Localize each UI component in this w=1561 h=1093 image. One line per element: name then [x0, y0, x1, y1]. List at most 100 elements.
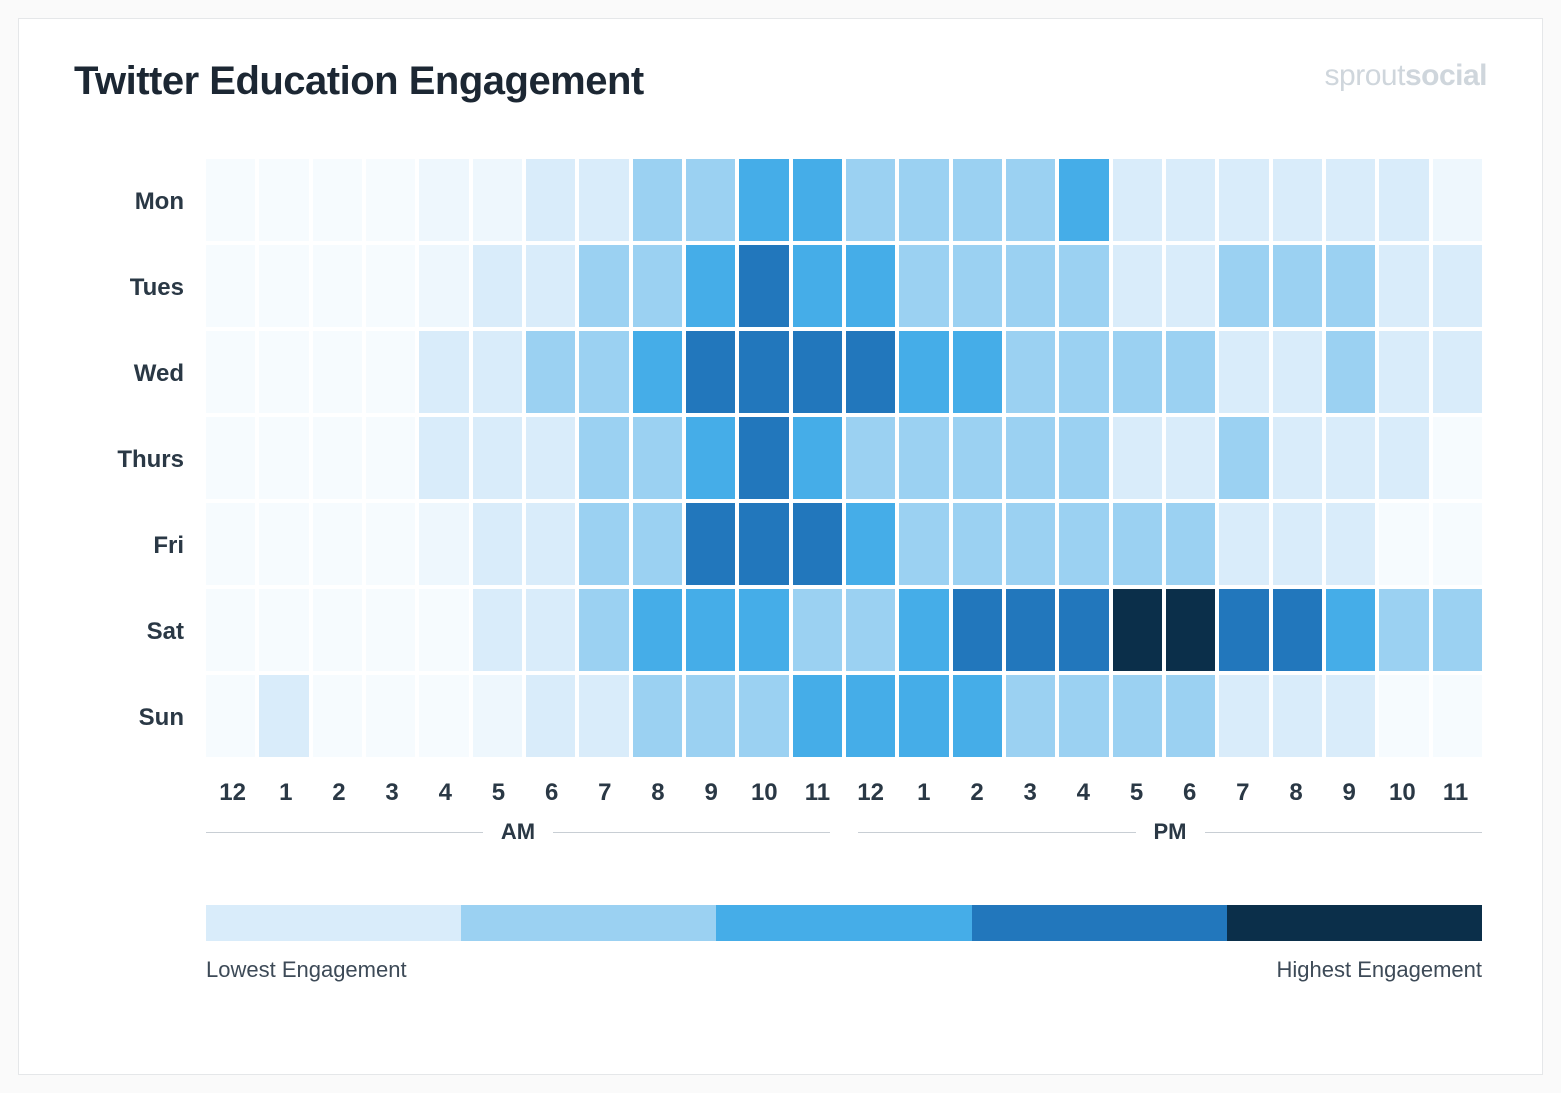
heatmap-cell: [259, 503, 308, 585]
heatmap-row: [206, 589, 1482, 671]
heatmap-cell: [846, 159, 895, 241]
heatmap-cell: [526, 331, 575, 413]
header: Twitter Education Engagement sproutsocia…: [74, 59, 1487, 104]
heatmap-cell: [1166, 589, 1215, 671]
heatmap-cell: [739, 331, 788, 413]
x-axis-label: 11: [1429, 779, 1482, 807]
x-axis-label: 6: [1163, 779, 1216, 807]
heatmap-cell: [1433, 245, 1482, 327]
heatmap-cell: [419, 417, 468, 499]
heatmap-cell: [526, 675, 575, 757]
heatmap-cell: [1059, 503, 1108, 585]
heatmap-cell: [1166, 331, 1215, 413]
brand-logo: sproutsocial: [1325, 59, 1487, 93]
heatmap-cell: [633, 417, 682, 499]
heatmap-cell: [686, 589, 735, 671]
x-axis-label: 10: [738, 779, 791, 807]
heatmap-row: [206, 503, 1482, 585]
heatmap-cell: [419, 503, 468, 585]
heatmap-row: [206, 159, 1482, 241]
heatmap-cell: [739, 245, 788, 327]
x-axis-label: 10: [1376, 779, 1429, 807]
heatmap-cell: [1326, 675, 1375, 757]
heatmap-cell: [953, 675, 1002, 757]
heatmap-cell: [633, 245, 682, 327]
brand-prefix: sprout: [1325, 59, 1405, 92]
heatmap-grid: [206, 159, 1482, 761]
heatmap-cell: [1433, 589, 1482, 671]
heatmap-cell: [473, 417, 522, 499]
heatmap-cell: [953, 417, 1002, 499]
y-axis-label: Sat: [94, 589, 192, 675]
legend-segment: [972, 905, 1227, 941]
heatmap-cell: [366, 589, 415, 671]
legend-color-bar: [206, 905, 1482, 941]
x-axis-label: 7: [1216, 779, 1269, 807]
heatmap-cell: [526, 159, 575, 241]
heatmap-cell: [1273, 331, 1322, 413]
x-axis-label: 3: [366, 779, 419, 807]
heatmap-cell: [1006, 675, 1055, 757]
heatmap-cell: [793, 417, 842, 499]
heatmap-cell: [206, 417, 255, 499]
heatmap-row: [206, 417, 1482, 499]
heatmap-row: [206, 245, 1482, 327]
heatmap-cell: [1166, 675, 1215, 757]
heatmap-cell: [473, 503, 522, 585]
heatmap-cell: [526, 417, 575, 499]
y-axis-label: Thurs: [94, 417, 192, 503]
heatmap-cell: [1059, 417, 1108, 499]
heatmap-cell: [579, 589, 628, 671]
period-line: [206, 832, 483, 833]
x-axis-label: 2: [950, 779, 1003, 807]
heatmap-cell: [633, 159, 682, 241]
heatmap-cell: [633, 503, 682, 585]
heatmap-cell: [899, 417, 948, 499]
heatmap-cell: [206, 589, 255, 671]
heatmap-row: [206, 675, 1482, 757]
heatmap-cell: [259, 331, 308, 413]
heatmap-cell: [686, 503, 735, 585]
heatmap-cell: [579, 245, 628, 327]
y-axis-label: Wed: [94, 331, 192, 417]
legend: Lowest Engagement Highest Engagement: [206, 905, 1482, 983]
heatmap-cell: [846, 417, 895, 499]
heatmap-cell: [1113, 675, 1162, 757]
x-axis-label: 9: [685, 779, 738, 807]
heatmap-cell: [313, 159, 362, 241]
heatmap-cell: [259, 589, 308, 671]
heatmap-cell: [1219, 675, 1268, 757]
y-axis-labels: MonTuesWedThursFriSatSun: [94, 159, 192, 761]
heatmap-cell: [1379, 159, 1428, 241]
y-axis-label: Fri: [94, 503, 192, 589]
heatmap-cell: [366, 417, 415, 499]
chart-card: Twitter Education Engagement sproutsocia…: [18, 18, 1543, 1075]
heatmap-cell: [793, 675, 842, 757]
heatmap-cell: [313, 331, 362, 413]
heatmap-cell: [1326, 417, 1375, 499]
heatmap-cell: [526, 589, 575, 671]
heatmap-cell: [1379, 589, 1428, 671]
pm-label: PM: [1136, 819, 1205, 845]
heatmap-cell: [313, 417, 362, 499]
heatmap-row: [206, 331, 1482, 413]
heatmap-cell: [1273, 159, 1322, 241]
heatmap-cell: [899, 675, 948, 757]
x-axis-label: 8: [631, 779, 684, 807]
heatmap-cell: [1006, 503, 1055, 585]
heatmap-cell: [259, 245, 308, 327]
heatmap-cell: [1379, 331, 1428, 413]
y-axis-label: Tues: [94, 245, 192, 331]
heatmap-cell: [1113, 589, 1162, 671]
heatmap-cell: [366, 331, 415, 413]
heatmap-cell: [206, 245, 255, 327]
heatmap-cell: [1273, 417, 1322, 499]
period-line: [553, 832, 830, 833]
legend-labels: Lowest Engagement Highest Engagement: [206, 957, 1482, 983]
x-axis-label: 4: [419, 779, 472, 807]
heatmap-cell: [1326, 589, 1375, 671]
period-line: [858, 832, 1136, 833]
heatmap-cell: [1326, 503, 1375, 585]
x-axis-label: 1: [259, 779, 312, 807]
heatmap-cell: [1006, 417, 1055, 499]
